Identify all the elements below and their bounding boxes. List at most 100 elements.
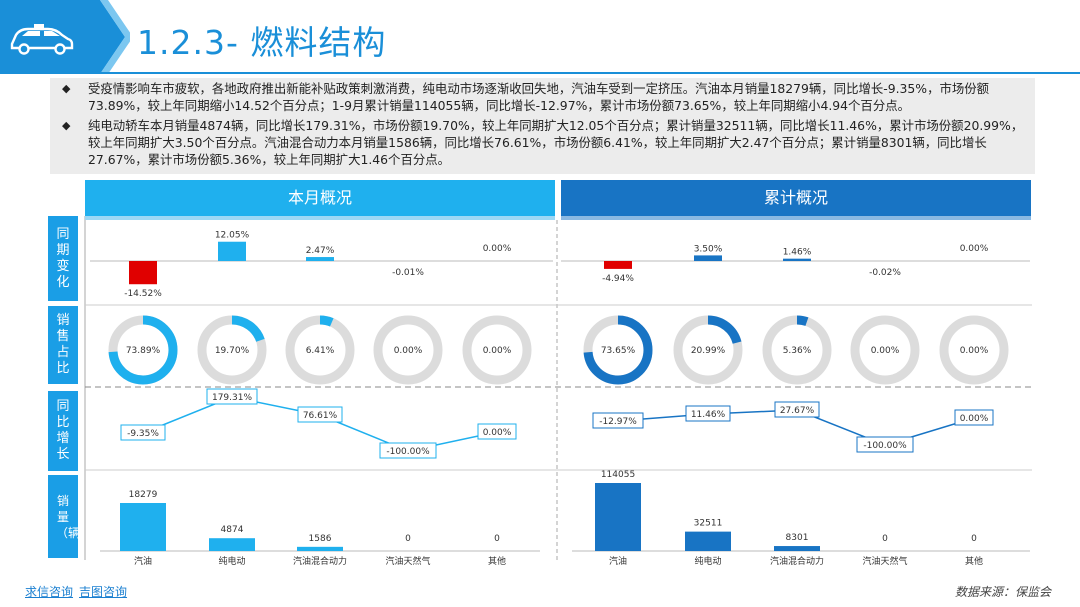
growth-label: -100.00% (386, 447, 430, 457)
section-shadow (561, 216, 1031, 220)
share-ring-value (197, 315, 267, 385)
growth-label: 76.61% (303, 411, 338, 421)
volume-bar (774, 546, 820, 551)
summary-bullet: ◆ 纯电动轿车本月销量4874辆，同比增长179.31%，市场份额19.70%，较… (62, 118, 1024, 167)
volume-label: 1586 (309, 534, 332, 544)
share-label: 0.00% (483, 346, 512, 356)
footer-link-jitu[interactable]: 吉图咨询 (79, 585, 128, 599)
category-tick-label: 汽油混合动力 (293, 555, 347, 567)
category-tick-label: 汽油混合动力 (770, 555, 824, 567)
growth-label: 0.00% (483, 428, 512, 438)
volume-bar (120, 503, 166, 551)
category-tick-label: 汽油天然气 (862, 555, 907, 567)
growth-label: 11.46% (691, 410, 726, 420)
volume-label: 8301 (786, 533, 809, 543)
volume-label: 0 (494, 534, 500, 544)
change-label: -0.02% (869, 268, 901, 278)
volume-label: 0 (882, 534, 888, 544)
category-tick-label: 汽油天然气 (385, 555, 430, 567)
growth-label: -12.97% (599, 417, 637, 427)
share-ring-bg (762, 315, 832, 385)
share-ring-bg (462, 315, 532, 385)
volume-label: 0 (405, 534, 411, 544)
page-header: 1.2.3- 燃料结构 (0, 0, 1080, 76)
share-label: 0.00% (871, 346, 900, 356)
volume-bar (209, 538, 255, 551)
volume-label: 0 (971, 534, 977, 544)
share-ring-value (762, 315, 832, 385)
growth-line (617, 409, 975, 446)
volume-bar (595, 483, 641, 551)
row-label-yoy-change: 同期变化 (48, 216, 78, 301)
share-ring-bg (373, 315, 443, 385)
volume-bar (297, 546, 343, 551)
share-ring-bg (285, 315, 355, 385)
diamond-bullet-icon: ◆ (62, 82, 71, 95)
volume-label: 114055 (601, 470, 635, 480)
change-label: 0.00% (960, 244, 989, 254)
share-ring-bg (197, 315, 267, 385)
change-label: 2.47% (306, 246, 335, 256)
share-label: 19.70% (215, 346, 250, 356)
change-bar (604, 261, 632, 269)
growth-label-box (297, 406, 343, 423)
growth-label: -100.00% (863, 441, 907, 451)
growth-label-box (592, 412, 644, 429)
taxi-car-icon (10, 24, 74, 55)
row-label-growth: 同比增长 (48, 391, 78, 471)
growth-line (142, 396, 498, 452)
change-bar (218, 241, 246, 261)
change-label: 1.46% (783, 248, 812, 258)
share-label: 5.36% (783, 346, 812, 356)
share-ring-bg (108, 315, 178, 385)
share-ring-bg (583, 315, 653, 385)
volume-label: 4874 (221, 525, 244, 535)
volume-label: 18279 (129, 490, 158, 500)
footer-link-qiuxin[interactable]: 求信咨询 (25, 585, 74, 599)
row-label-volume: 销量（辆） (48, 475, 92, 558)
change-bar (306, 257, 334, 261)
share-label: 6.41% (306, 346, 335, 356)
volume-label: 32511 (694, 519, 723, 529)
growth-label: 27.67% (780, 406, 815, 416)
growth-label: 0.00% (960, 414, 989, 424)
share-label: 73.89% (126, 346, 161, 356)
page-title: 1.2.3- 燃料结构 (137, 23, 387, 62)
header-banner (0, 0, 130, 74)
section-header-monthly: 本月概况 (85, 180, 555, 216)
change-label: -4.94% (602, 274, 634, 284)
change-label: 3.50% (694, 244, 723, 254)
category-tick-label: 纯电动 (694, 555, 721, 567)
share-ring-bg (850, 315, 920, 385)
category-tick-label: 其他 (965, 555, 983, 567)
growth-label-box (206, 388, 258, 405)
growth-label-box (774, 401, 820, 418)
share-ring-bg (673, 315, 743, 385)
share-ring-value (673, 315, 743, 385)
growth-label-box (856, 436, 914, 453)
growth-label: -9.35% (127, 429, 159, 439)
summary-box: ◆ 受疫情影响车市疲软，各地政府推出新能补贴政策刺激消费，纯电动市场逐渐收回失地，… (50, 78, 1035, 174)
row-label-share: 销售占比 (48, 306, 78, 384)
change-bar (694, 255, 722, 261)
share-ring-value (583, 315, 653, 385)
growth-label-box (120, 424, 166, 441)
diamond-bullet-icon: ◆ (62, 119, 71, 132)
growth-label-box (379, 442, 437, 459)
category-tick-label: 汽油 (609, 555, 627, 567)
growth-label-box (685, 405, 731, 422)
change-label: -14.52% (124, 289, 162, 299)
change-label: -0.01% (392, 268, 424, 278)
category-tick-label: 汽油 (134, 555, 152, 567)
change-bar (129, 261, 157, 285)
share-label: 0.00% (394, 346, 423, 356)
section-shadow (85, 216, 555, 220)
share-label: 73.65% (601, 346, 636, 356)
section-header-cumulative: 累计概况 (561, 180, 1031, 216)
change-bar (783, 258, 811, 261)
share-label: 0.00% (960, 346, 989, 356)
category-tick-label: 其他 (488, 555, 506, 567)
header-divider (0, 72, 1080, 74)
volume-bar (685, 531, 731, 551)
growth-label-box (477, 423, 517, 440)
